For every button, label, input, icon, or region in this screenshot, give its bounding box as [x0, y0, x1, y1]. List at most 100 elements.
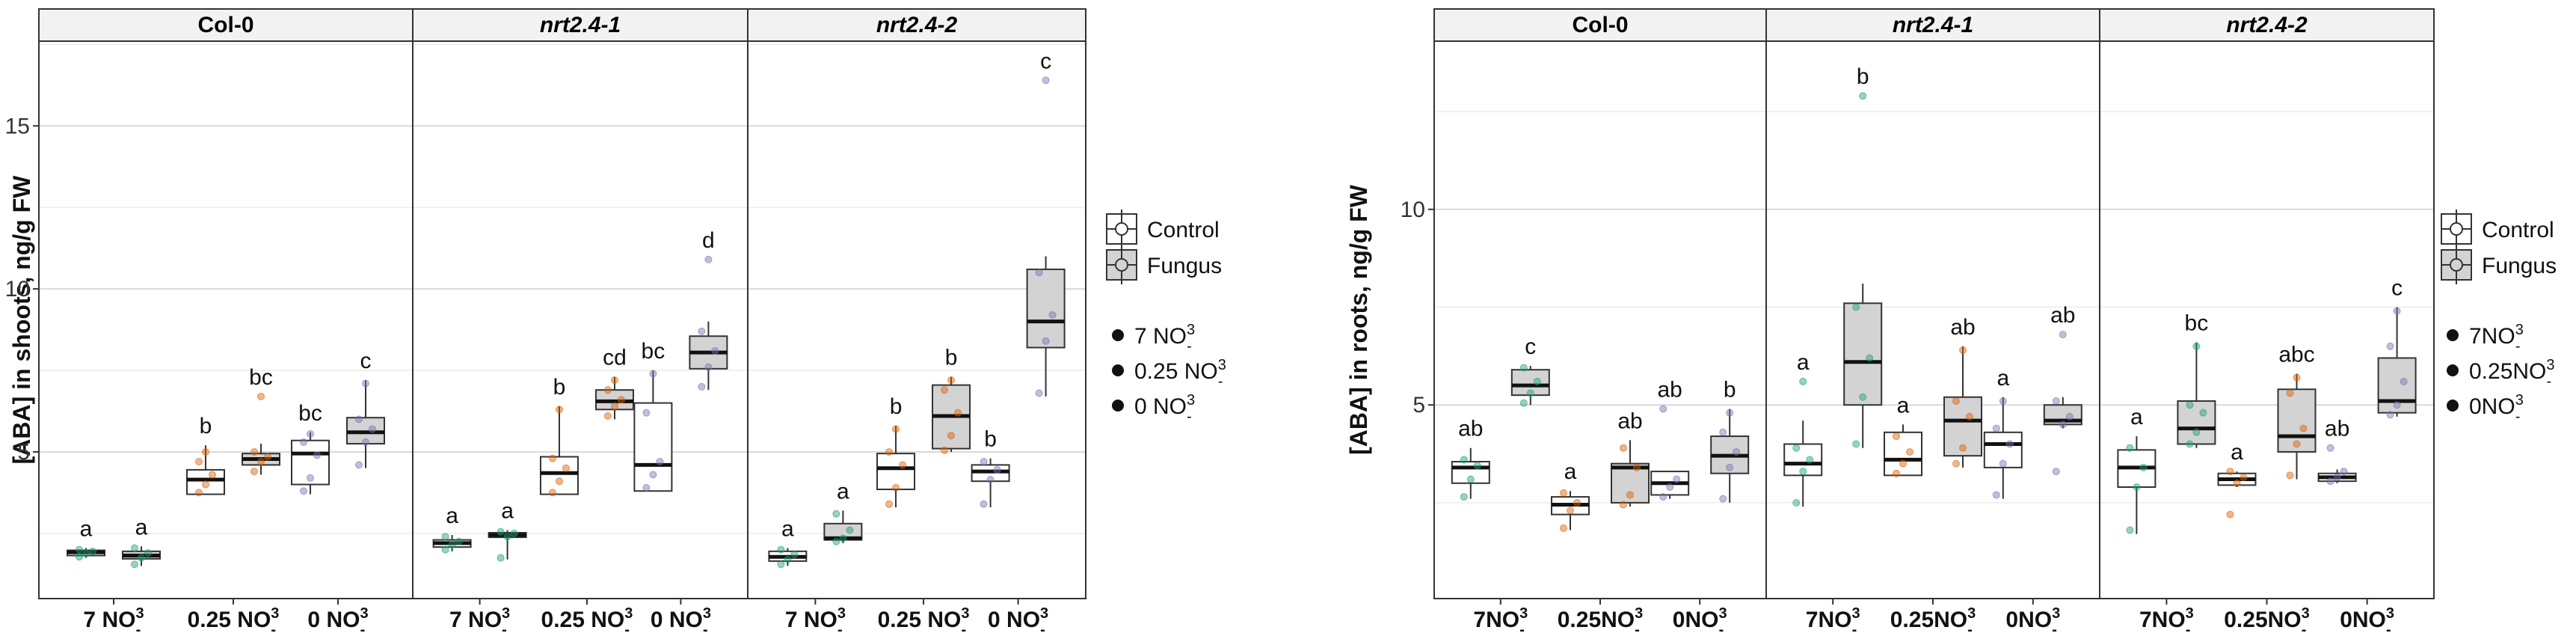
data-point: [986, 475, 995, 483]
box-control: [1650, 405, 1690, 501]
facet-strip-label: nrt2.4-2: [2226, 13, 2308, 37]
data-point: [1806, 456, 1814, 464]
panel-border: [747, 40, 1086, 599]
data-point: [2065, 412, 2074, 421]
x-tick-label-sup: 3: [2052, 605, 2060, 622]
box-fungus: [689, 255, 728, 391]
x-tick-label-sub: -: [1967, 622, 1973, 633]
x-tick-label-sub: -: [1635, 622, 1640, 633]
data-point: [1673, 475, 1681, 483]
data-point: [784, 555, 792, 563]
x-tick-label-sub: -: [1040, 622, 1045, 633]
data-point: [603, 386, 612, 394]
data-point: [777, 560, 785, 569]
data-point: [1799, 377, 1807, 385]
data-point: [562, 464, 570, 472]
x-tick-label-sub: -: [1519, 622, 1525, 633]
x-tick-label: 0.25 NO3-: [541, 605, 633, 633]
x-tick-label: 0 NO3-: [307, 605, 368, 633]
data-point: [369, 425, 376, 433]
legend-nitrate-label-sup: 3: [1218, 357, 1226, 373]
box-iqr: [633, 402, 673, 492]
box-iqr: [1884, 431, 1922, 477]
data-point: [642, 483, 651, 492]
data-point: [885, 500, 894, 508]
box-iqr: [1611, 462, 1650, 504]
significance-label: ab: [1617, 409, 1642, 433]
legend-nitrate-label-base: 7 NO: [1134, 324, 1187, 349]
box-control: [768, 545, 808, 569]
data-point: [1866, 354, 1874, 362]
box-fungus: [2043, 331, 2082, 476]
data-point: [899, 461, 907, 469]
x-tick-label-sub: -: [703, 622, 708, 633]
data-point: [355, 461, 363, 469]
x-tick-label-sub: -: [360, 622, 366, 633]
legend-nitrate-label-base: 7NO: [2469, 324, 2515, 349]
legend-nitrate-label-base: 0.25NO: [2469, 359, 2546, 384]
box-iqr: [1943, 396, 1982, 457]
box-fungus: [1943, 346, 1982, 468]
legend-nitrate-label-base: 0NO: [2469, 394, 2515, 419]
box-iqr: [876, 453, 916, 491]
data-point: [2059, 421, 2067, 429]
data-point: [1533, 377, 1541, 385]
legend-nitrate-dot: [2447, 364, 2459, 376]
data-point: [497, 528, 505, 536]
y-tick-label: 5: [17, 440, 30, 465]
roots-chart: [ABA] in roots, ng/g FW 510Col-07NO3-0.25…: [1345, 8, 2557, 633]
data-point: [610, 402, 618, 410]
significance-label: ab: [1950, 315, 1975, 340]
significance-label: d: [702, 228, 715, 253]
legend-nitrate-label-sub: -: [2515, 338, 2521, 355]
data-point: [649, 471, 657, 479]
data-point: [257, 392, 265, 400]
box-control: [1551, 489, 1590, 532]
data-point: [2192, 342, 2201, 350]
data-point: [610, 376, 618, 385]
box-fungus: [346, 379, 385, 469]
data-point: [1473, 462, 1481, 470]
x-tick-label: 7NO3-: [2139, 605, 2194, 633]
box-control: [1783, 377, 1823, 507]
data-point: [2139, 463, 2148, 471]
x-tick-label-sub: -: [837, 622, 843, 633]
data-point: [1859, 393, 1867, 401]
data-point: [2052, 397, 2060, 405]
x-tick-label-base: 0NO: [1673, 608, 1719, 632]
data-point: [2286, 389, 2294, 397]
x-tick-label-sub: -: [136, 622, 141, 633]
data-point: [1560, 524, 1567, 532]
x-tick-label-sub: -: [2386, 622, 2391, 633]
box-fungus: [122, 544, 161, 569]
data-point: [2133, 483, 2141, 491]
legend-treatment-label: Control: [2482, 218, 2554, 242]
data-point: [656, 458, 664, 466]
x-tick-label-sup: 3: [2302, 605, 2310, 622]
data-point: [2126, 526, 2134, 534]
legend-treatment-label: Fungus: [1147, 254, 1222, 278]
data-point: [250, 468, 258, 476]
x-tick-label-sup: 3: [1718, 605, 1727, 622]
box-fungus: [2377, 307, 2417, 419]
data-point: [980, 458, 988, 466]
significance-label: b: [200, 414, 212, 438]
data-point: [790, 551, 799, 559]
x-tick-label: 0NO3-: [2005, 605, 2060, 633]
data-point: [1952, 459, 1960, 468]
data-point: [832, 510, 840, 518]
significance-label: a: [446, 504, 458, 528]
x-tick-label-sup: 3: [2386, 605, 2394, 622]
legend-nitrate-label-sup: 3: [2515, 392, 2524, 409]
box-fungus: [594, 376, 634, 421]
panel-background: [2100, 41, 2434, 599]
box-iqr: [1983, 431, 2023, 468]
significance-label: c: [2391, 276, 2403, 301]
x-tick-label-sub: -: [2052, 622, 2057, 633]
significance-label: b: [984, 427, 997, 452]
facet-strip: [1433, 8, 1767, 42]
data-point: [555, 406, 563, 414]
x-tick-label-sub: -: [2186, 622, 2191, 633]
x-tick-label-sup: 3: [837, 605, 846, 622]
data-point: [510, 529, 518, 537]
